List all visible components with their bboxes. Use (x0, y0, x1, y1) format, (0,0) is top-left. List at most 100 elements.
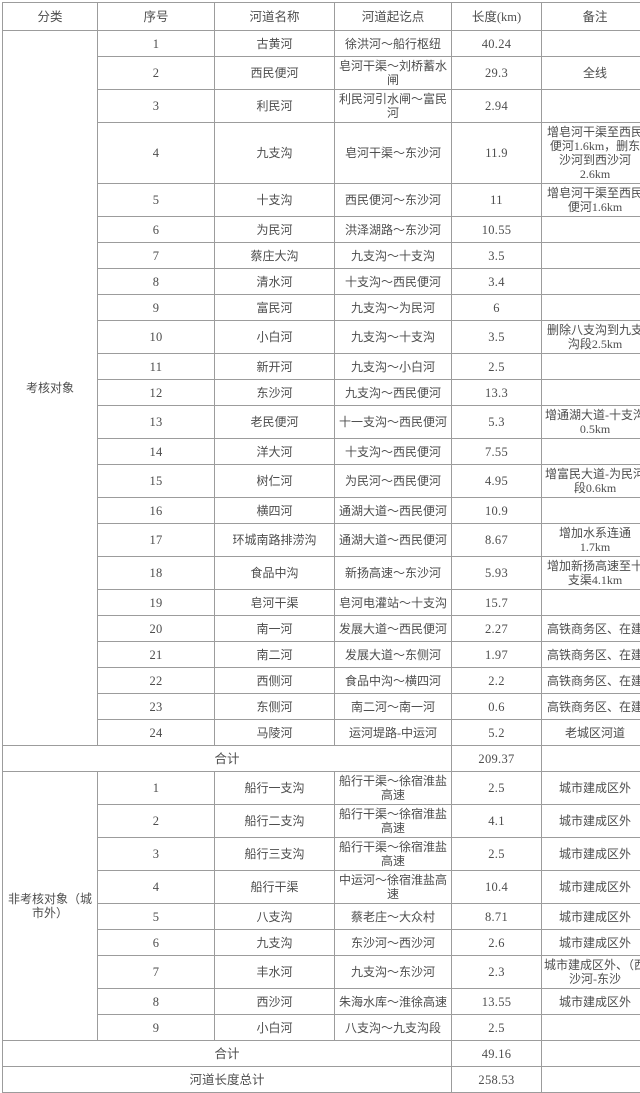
row-serial: 4 (98, 871, 215, 904)
river-name: 东沙河 (215, 380, 335, 406)
length-value: 4.1 (452, 805, 542, 838)
river-name: 为民河 (215, 217, 335, 243)
row-serial: 10 (98, 321, 215, 354)
row-serial: 11 (98, 354, 215, 380)
river-extent: 东沙河～西沙河 (335, 930, 452, 956)
row-serial: 5 (98, 184, 215, 217)
river-extent: 西民便河～东沙河 (335, 184, 452, 217)
header-river-extent: 河道起讫点 (335, 3, 452, 31)
row-serial: 8 (98, 989, 215, 1015)
river-name: 小白河 (215, 321, 335, 354)
river-extent: 九支沟～西民便河 (335, 380, 452, 406)
remark-cell: 老城区河道 (542, 720, 640, 746)
remark-cell: 删除八支沟到九支沟段2.5km (542, 321, 640, 354)
row-serial: 2 (98, 57, 215, 90)
header-category: 分类 (3, 3, 98, 31)
header-length-km: 长度(km) (452, 3, 542, 31)
remark-cell: 高铁商务区、在建 (542, 694, 640, 720)
length-value: 2.5 (452, 772, 542, 805)
remark-cell (542, 243, 640, 269)
river-name: 马陵河 (215, 720, 335, 746)
row-serial: 24 (98, 720, 215, 746)
river-name: 南二河 (215, 642, 335, 668)
row-serial: 20 (98, 616, 215, 642)
category-cell: 非考核对象（城市外） (3, 772, 98, 1041)
row-serial: 1 (98, 31, 215, 57)
river-name: 富民河 (215, 295, 335, 321)
river-name: 皂河干渠 (215, 590, 335, 616)
river-extent: 皂河电灌站～十支沟 (335, 590, 452, 616)
row-serial: 2 (98, 805, 215, 838)
river-extent: 为民河～西民便河 (335, 465, 452, 498)
row-serial: 5 (98, 904, 215, 930)
river-extent: 食品中沟～横四河 (335, 668, 452, 694)
river-name: 船行干渠 (215, 871, 335, 904)
subtotal-label: 合计 (3, 1041, 452, 1067)
remark-cell (542, 269, 640, 295)
row-serial: 22 (98, 668, 215, 694)
remark-cell: 增通湖大道-十支沟0.5km (542, 406, 640, 439)
length-value: 5.93 (452, 557, 542, 590)
row-serial: 19 (98, 590, 215, 616)
remark-cell: 增皂河干渠至西民便河1.6km (542, 184, 640, 217)
river-name: 环城南路排涝沟 (215, 524, 335, 557)
river-extent: 皂河干渠～东沙河 (335, 123, 452, 184)
row-serial: 17 (98, 524, 215, 557)
length-value: 10.9 (452, 498, 542, 524)
river-extent: 朱海水库～淮徐高速 (335, 989, 452, 1015)
remark-cell (542, 380, 640, 406)
river-extent: 九支沟～小白河 (335, 354, 452, 380)
river-extent: 洪泽湖路～东沙河 (335, 217, 452, 243)
grand-total-label: 河道长度总计 (3, 1067, 452, 1093)
length-value: 10.4 (452, 871, 542, 904)
row-serial: 8 (98, 269, 215, 295)
river-extent: 九支沟～十支沟 (335, 243, 452, 269)
remark-cell (542, 354, 640, 380)
length-value: 11 (452, 184, 542, 217)
river-name: 食品中沟 (215, 557, 335, 590)
row-serial: 23 (98, 694, 215, 720)
length-value: 2.2 (452, 668, 542, 694)
remark-cell (542, 31, 640, 57)
length-value: 7.55 (452, 439, 542, 465)
river-name: 新开河 (215, 354, 335, 380)
river-extent: 九支沟～十支沟 (335, 321, 452, 354)
header-river-name: 河道名称 (215, 3, 335, 31)
grand-total-remark (542, 1067, 640, 1093)
remark-cell: 城市建成区外 (542, 989, 640, 1015)
length-value: 0.6 (452, 694, 542, 720)
length-value: 2.3 (452, 956, 542, 989)
river-extent: 发展大道～西民便河 (335, 616, 452, 642)
river-extent: 十支沟～西民便河 (335, 269, 452, 295)
remark-cell: 增皂河干渠至西民便河1.6km，删东沙河到西沙河2.6km (542, 123, 640, 184)
river-extent: 船行干渠～徐宿淮盐高速 (335, 772, 452, 805)
remark-cell: 城市建成区外 (542, 930, 640, 956)
row-serial: 6 (98, 930, 215, 956)
row-serial: 4 (98, 123, 215, 184)
remark-cell (542, 590, 640, 616)
river-extent: 船行干渠～徐宿淮盐高速 (335, 838, 452, 871)
header-row: 分类 序号 河道名称 河道起讫点 长度(km) 备注 (3, 3, 640, 31)
river-name: 船行二支沟 (215, 805, 335, 838)
length-value: 13.55 (452, 989, 542, 1015)
remark-cell: 城市建成区外 (542, 805, 640, 838)
length-value: 5.2 (452, 720, 542, 746)
row-serial: 6 (98, 217, 215, 243)
river-name: 东侧河 (215, 694, 335, 720)
remark-cell: 增加新扬高速至十支渠4.1km (542, 557, 640, 590)
